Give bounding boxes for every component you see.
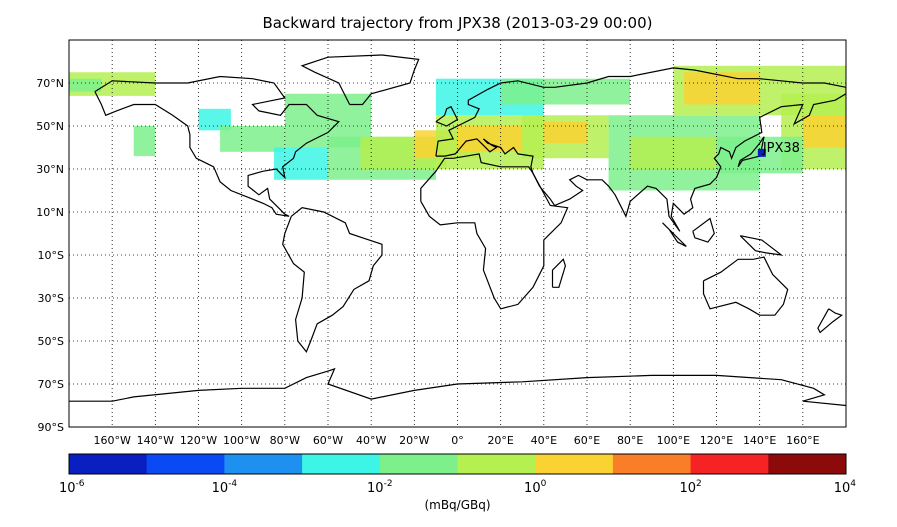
coastline bbox=[435, 105, 459, 127]
longitude-tick-label: 20°E bbox=[487, 434, 513, 447]
latitude-tick-label: 50°S bbox=[38, 335, 64, 348]
coastline bbox=[420, 153, 569, 310]
latitude-tick-label: 90°S bbox=[38, 421, 64, 434]
colorbar-segment bbox=[535, 454, 614, 474]
coastline bbox=[817, 308, 843, 334]
longitude-tick-label: 120°E bbox=[700, 434, 733, 447]
plume-region bbox=[274, 147, 328, 180]
longitude-tick-label: 120°W bbox=[180, 434, 217, 447]
coastline bbox=[662, 222, 687, 247]
longitude-tick-label: 40°W bbox=[356, 434, 386, 447]
coastline bbox=[739, 235, 784, 256]
station-label: JPX38 bbox=[762, 141, 800, 156]
colorbar-tick-label: 102 bbox=[679, 479, 701, 496]
longitude-tick-label: 100°E bbox=[657, 434, 690, 447]
plume-region bbox=[457, 126, 523, 152]
coastline bbox=[692, 217, 715, 243]
longitude-tick-label: 160°E bbox=[786, 434, 819, 447]
colorbar-tick-label: 104 bbox=[834, 479, 857, 496]
longitude-tick-label: 20°W bbox=[399, 434, 429, 447]
station-marker: JPX38 bbox=[757, 141, 800, 157]
plume-region bbox=[684, 72, 760, 105]
latitude-tick-label: 10°N bbox=[36, 206, 64, 219]
colorbar-segment bbox=[69, 454, 148, 474]
station-square bbox=[757, 148, 766, 157]
coastline bbox=[94, 75, 340, 217]
colorbar-segment bbox=[768, 454, 847, 474]
coastline bbox=[435, 67, 846, 232]
coastline bbox=[282, 207, 383, 353]
longitude-tick-label: 100°W bbox=[223, 434, 260, 447]
colorbar-segment bbox=[457, 454, 536, 474]
colorbar-segment bbox=[612, 454, 692, 474]
colorbar-segment bbox=[224, 454, 303, 474]
colorbar-tick-label: 10-4 bbox=[212, 479, 238, 496]
longitude-tick-label: 80°W bbox=[270, 434, 300, 447]
coastline bbox=[551, 258, 567, 288]
longitude-tick-label: 80°E bbox=[617, 434, 643, 447]
plume-region bbox=[198, 108, 231, 131]
colorbar-segment bbox=[690, 454, 769, 474]
longitude-tick-label: 60°E bbox=[574, 434, 600, 447]
colorbar-segment bbox=[379, 454, 458, 474]
plume-region bbox=[69, 78, 102, 92]
plume-region bbox=[802, 115, 846, 148]
plume-region bbox=[500, 78, 631, 105]
colorbar-segment bbox=[302, 454, 381, 474]
coastline bbox=[702, 256, 789, 316]
latitude-tick-label: 30°N bbox=[36, 163, 64, 176]
colorbar-tick-label: 100 bbox=[524, 479, 547, 496]
latitude-tick-label: 10°S bbox=[38, 249, 64, 262]
map-title: Backward trajectory from JPX38 (2013-03-… bbox=[262, 14, 653, 32]
plume-region bbox=[543, 121, 587, 144]
colorbar-frame bbox=[68, 453, 847, 475]
latitude-tick-label: 50°N bbox=[36, 120, 64, 133]
latitude-labels: 70°N 50°N 30°N 10°N 10°S 30°S 50°S 70°S 90°S bbox=[36, 77, 64, 434]
colorbar-tick-label: 10-6 bbox=[59, 479, 85, 496]
latitude-tick-label: 70°S bbox=[38, 378, 64, 391]
coastline bbox=[737, 136, 765, 168]
colorbar-tick-label: 10-2 bbox=[367, 479, 393, 496]
longitude-labels: 160°W 140°W 120°W 100°W 80°W 60°W 40°W 20°W 0° 20… bbox=[93, 434, 819, 447]
longitude-tick-label: 40°E bbox=[531, 434, 557, 447]
colorbar-segment bbox=[146, 454, 225, 474]
plume-layer bbox=[69, 65, 846, 191]
plume-region bbox=[133, 126, 156, 157]
longitude-tick-label: 140°E bbox=[743, 434, 776, 447]
longitude-tick-label: 140°W bbox=[137, 434, 174, 447]
longitude-tick-label: 160°W bbox=[93, 434, 130, 447]
colorbar-ticks: 10-6 10-4 10-2 100 102 104 bbox=[59, 479, 856, 496]
latitude-tick-label: 30°S bbox=[38, 292, 64, 305]
map-frame bbox=[68, 39, 847, 428]
latitude-tick-label: 70°N bbox=[36, 77, 64, 90]
longitude-tick-label: 60°W bbox=[313, 434, 343, 447]
colorbar-label: (mBq/GBq) bbox=[424, 498, 491, 512]
coastline bbox=[300, 54, 420, 106]
colorbar bbox=[68, 453, 847, 475]
longitude-tick-label: 0° bbox=[451, 434, 464, 447]
